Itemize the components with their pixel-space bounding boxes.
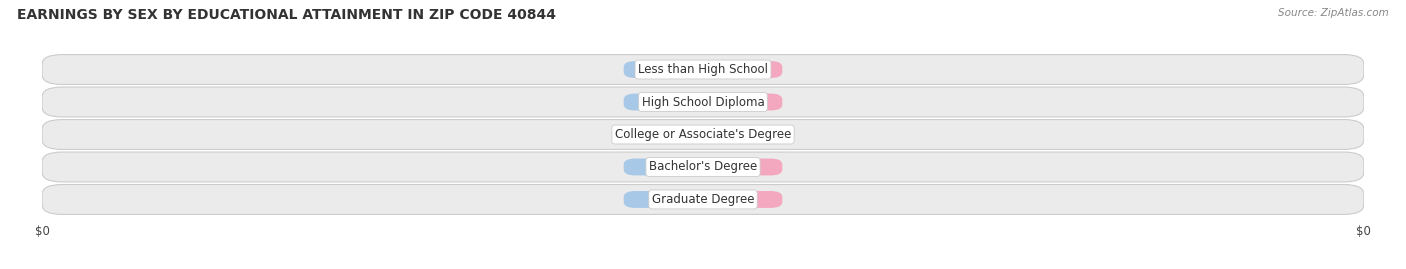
FancyBboxPatch shape — [624, 61, 703, 78]
Text: $0: $0 — [735, 194, 749, 204]
Text: $0: $0 — [657, 194, 671, 204]
Text: $0: $0 — [657, 162, 671, 172]
FancyBboxPatch shape — [42, 55, 1364, 84]
FancyBboxPatch shape — [42, 87, 1364, 117]
Text: $0: $0 — [657, 65, 671, 75]
FancyBboxPatch shape — [624, 126, 703, 143]
FancyBboxPatch shape — [42, 152, 1364, 182]
Text: $0: $0 — [657, 97, 671, 107]
FancyBboxPatch shape — [703, 94, 782, 111]
Text: $0: $0 — [735, 129, 749, 140]
Text: $0: $0 — [735, 97, 749, 107]
FancyBboxPatch shape — [703, 191, 782, 208]
Text: Source: ZipAtlas.com: Source: ZipAtlas.com — [1278, 8, 1389, 18]
FancyBboxPatch shape — [624, 158, 703, 175]
Text: High School Diploma: High School Diploma — [641, 95, 765, 108]
Text: Graduate Degree: Graduate Degree — [652, 193, 754, 206]
FancyBboxPatch shape — [703, 126, 782, 143]
Text: $0: $0 — [657, 129, 671, 140]
Text: $0: $0 — [735, 65, 749, 75]
FancyBboxPatch shape — [624, 94, 703, 111]
FancyBboxPatch shape — [703, 158, 782, 175]
FancyBboxPatch shape — [42, 119, 1364, 150]
FancyBboxPatch shape — [624, 191, 703, 208]
Text: $0: $0 — [735, 162, 749, 172]
FancyBboxPatch shape — [42, 185, 1364, 214]
Text: Bachelor's Degree: Bachelor's Degree — [650, 161, 756, 174]
Text: EARNINGS BY SEX BY EDUCATIONAL ATTAINMENT IN ZIP CODE 40844: EARNINGS BY SEX BY EDUCATIONAL ATTAINMEN… — [17, 8, 555, 22]
Text: College or Associate's Degree: College or Associate's Degree — [614, 128, 792, 141]
Text: Less than High School: Less than High School — [638, 63, 768, 76]
FancyBboxPatch shape — [703, 61, 782, 78]
